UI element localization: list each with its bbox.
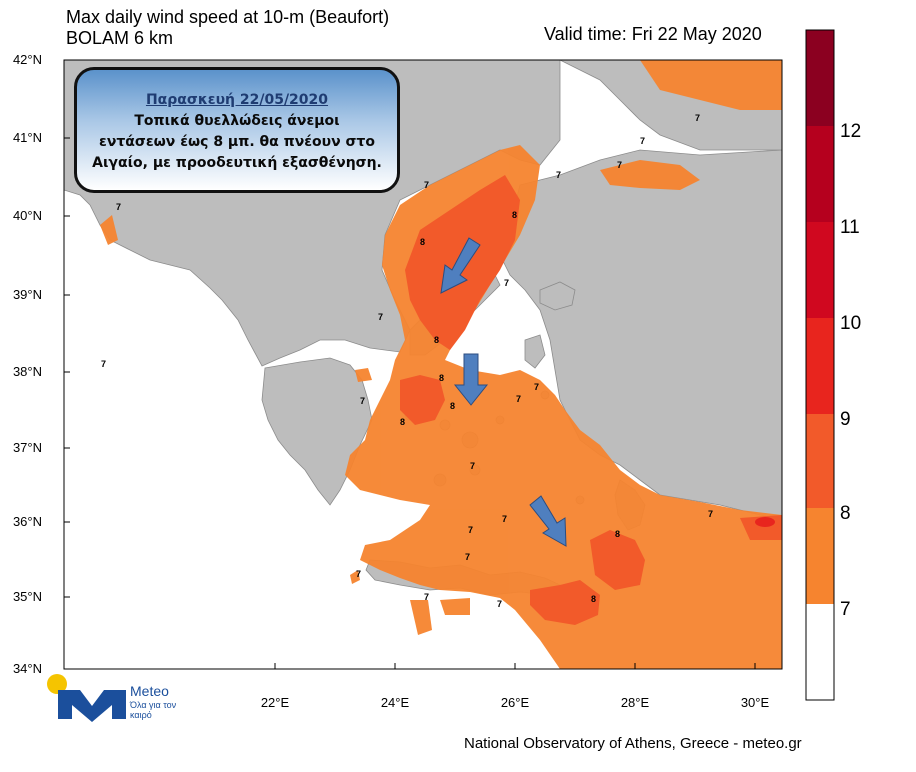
logo-tagline: Όλα για τον καιρό (130, 700, 177, 720)
contour-label-7: 7 (504, 278, 509, 288)
contour-label-7: 7 (640, 136, 645, 146)
colorbar-label: 8 (840, 503, 851, 524)
lat-label: 38°N (12, 364, 42, 379)
contour-label-7: 7 (695, 113, 700, 123)
lat-label: 41°N (12, 130, 42, 145)
colorbar-label: 9 (840, 409, 851, 430)
land-chios (524, 334, 546, 369)
contour-label-7: 7 (378, 312, 383, 322)
lat-label: 40°N (12, 208, 42, 223)
model-name: BOLAM 6 km (66, 28, 174, 48)
colorbar-label: 11 (840, 217, 860, 238)
contour-label-8: 8 (420, 237, 425, 247)
lat-label: 42°N (12, 52, 42, 67)
plot-frame (63, 59, 783, 670)
contour-label-7: 7 (360, 396, 365, 406)
wind-band-9-10 (755, 517, 775, 527)
land-lesvos (539, 281, 576, 311)
lat-label: 36°N (12, 514, 42, 529)
contour-label-8: 8 (400, 417, 405, 427)
colorbar-label: 7 (840, 599, 851, 620)
contour-label-7: 7 (497, 599, 502, 609)
arrow-north-aegean (440, 237, 481, 294)
contour-label-8: 8 (434, 335, 439, 345)
contour-label-7: 7 (534, 382, 539, 392)
lat-label: 39°N (12, 287, 42, 302)
colorbar (805, 29, 835, 701)
colorbar-label: 12 (840, 121, 862, 142)
arrow-central-aegean (453, 353, 489, 406)
contour-label-7: 7 (502, 514, 507, 524)
logo-name: Meteo (130, 683, 169, 699)
lat-label: 34°N (12, 661, 42, 676)
chart-title: Max daily wind speed at 10-m (Beaufort) (66, 7, 390, 27)
land-peloponnese (261, 357, 373, 506)
lon-label: 24°E (380, 695, 410, 710)
contour-labels: 7 7 7 7 7 7 7 7 7 7 7 7 7 7 7 7 7 7 7 7 … (101, 113, 713, 609)
contour-label-7: 7 (116, 202, 121, 212)
contour-label-8: 8 (450, 401, 455, 411)
contour-label-7: 7 (470, 461, 475, 471)
info-line: Τοπικά θυελλώδεις άνεμοι (134, 113, 340, 129)
info-line: εντάσεων έως 8 μπ. θα πνέουν στο (99, 134, 375, 150)
lon-label: 26°E (500, 695, 530, 710)
lon-label: 30°E (740, 695, 770, 710)
info-date: Παρασκευή 22/05/2020 (145, 92, 329, 108)
lat-label: 37°N (12, 440, 42, 455)
contour-label-8: 8 (439, 373, 444, 383)
contour-label-7: 7 (617, 160, 622, 170)
contour-label-7: 7 (424, 592, 429, 602)
contour-label-8: 8 (591, 594, 596, 604)
contour-label-7: 7 (708, 509, 713, 519)
contour-label-8: 8 (615, 529, 620, 539)
contour-label-7: 7 (468, 525, 473, 535)
lat-label: 35°N (12, 589, 42, 604)
forecast-info-box: Παρασκευή 22/05/2020 Τοπικά θυελλώδεις ά… (74, 67, 400, 193)
axis-ticks (64, 59, 756, 669)
contour-label-7: 7 (424, 180, 429, 190)
contour-label-7: 7 (465, 552, 470, 562)
contour-label-7: 7 (356, 569, 361, 579)
colorbar-label: 10 (840, 313, 862, 334)
lon-label: 22°E (260, 695, 290, 710)
contour-label-7: 7 (101, 359, 106, 369)
footer-credit: National Observatory of Athens, Greece -… (464, 735, 802, 752)
contour-label-7: 7 (516, 394, 521, 404)
wind-direction-arrows (440, 237, 567, 547)
lon-label: 28°E (620, 695, 650, 710)
info-line: Αιγαίο, με προοδευτική εξασθένηση. (92, 155, 382, 171)
contour-label-7: 7 (556, 170, 561, 180)
arrow-south-aegean (529, 495, 567, 547)
valid-time: Valid time: Fri 22 May 2020 (544, 24, 762, 44)
meteo-logo (47, 674, 126, 722)
contour-label-8: 8 (512, 210, 517, 220)
